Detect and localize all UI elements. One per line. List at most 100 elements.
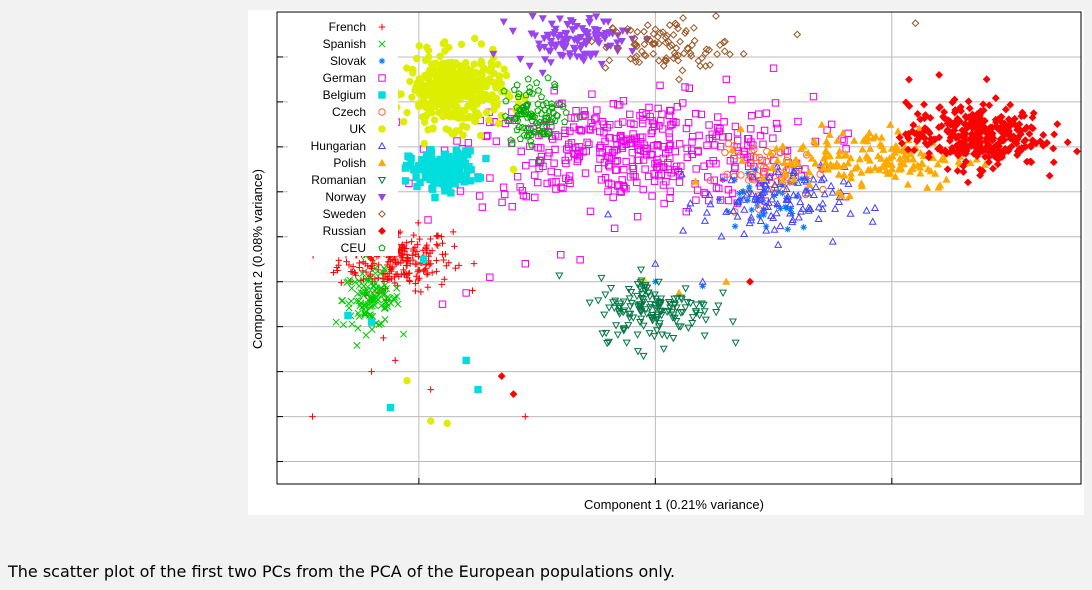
point-czech xyxy=(737,171,745,179)
point-uk xyxy=(403,108,411,117)
point-german xyxy=(499,183,508,191)
legend-label: French xyxy=(329,20,366,34)
point-spanish xyxy=(381,304,389,312)
point-norway xyxy=(585,15,594,23)
point-romanian xyxy=(728,318,738,326)
point-belgium xyxy=(463,166,472,174)
point-polish xyxy=(778,176,787,184)
point-polish xyxy=(838,128,847,137)
point-hungarian xyxy=(722,207,731,215)
point-hungarian xyxy=(818,199,827,207)
point-norway xyxy=(558,52,567,61)
point-romanian xyxy=(624,322,633,330)
point-romanian xyxy=(654,278,663,287)
point-norway xyxy=(613,39,622,47)
point-german xyxy=(645,172,653,181)
point-hungarian xyxy=(839,177,848,185)
point-hungarian xyxy=(604,210,613,218)
point-norway xyxy=(534,40,543,48)
point-german xyxy=(734,136,742,145)
point-polish xyxy=(894,127,903,135)
point-uk xyxy=(500,65,508,73)
point-hungarian xyxy=(740,229,749,238)
point-hungarian xyxy=(756,216,765,225)
point-ceu xyxy=(518,109,526,117)
point-french xyxy=(385,276,393,284)
point-german xyxy=(569,123,578,131)
point-german xyxy=(657,170,666,178)
point-romanian xyxy=(627,288,636,297)
point-romanian xyxy=(691,308,700,316)
point-french xyxy=(413,248,421,255)
point-slovak xyxy=(744,197,751,204)
point-belgium xyxy=(419,255,428,263)
point-russian xyxy=(973,137,982,145)
point-german xyxy=(772,119,781,128)
point-norway xyxy=(568,26,577,34)
point-sweden xyxy=(689,23,698,32)
point-belgium xyxy=(407,154,415,163)
point-ceu xyxy=(514,116,522,124)
point-polish xyxy=(766,148,775,156)
point-romanian xyxy=(603,339,612,348)
point-spanish xyxy=(354,324,362,332)
point-romanian xyxy=(641,306,650,314)
point-uk xyxy=(448,58,456,67)
point-german xyxy=(601,137,609,146)
point-romanian xyxy=(663,332,672,340)
point-german xyxy=(668,120,676,128)
point-french xyxy=(450,228,457,236)
point-polish xyxy=(871,163,880,171)
point-belgium xyxy=(410,166,418,174)
point-ceu xyxy=(555,100,564,108)
point-romanian xyxy=(657,312,666,320)
point-french xyxy=(469,287,476,294)
point-sweden xyxy=(676,37,684,46)
point-polish xyxy=(876,140,885,148)
point-russian xyxy=(497,372,506,381)
point-slovak xyxy=(737,195,745,203)
point-uk xyxy=(457,40,466,49)
point-romanian xyxy=(683,298,692,307)
point-hungarian xyxy=(783,192,792,200)
point-russian xyxy=(916,133,925,142)
point-russian xyxy=(984,158,993,167)
point-french xyxy=(455,262,463,269)
point-hungarian xyxy=(770,188,779,196)
point-german xyxy=(724,196,733,205)
point-german xyxy=(521,260,529,268)
point-german xyxy=(633,212,642,221)
point-polish xyxy=(758,174,768,182)
point-hungarian xyxy=(727,175,736,184)
point-uk xyxy=(433,91,442,99)
legend-label: Czech xyxy=(332,105,366,119)
point-german xyxy=(664,159,672,167)
point-romanian xyxy=(616,300,625,308)
point-romanian xyxy=(692,309,701,317)
point-german xyxy=(613,156,621,165)
point-german xyxy=(714,123,722,132)
point-spanish xyxy=(384,303,392,311)
point-russian xyxy=(953,166,962,175)
point-uk xyxy=(415,102,423,111)
point-romanian xyxy=(695,312,704,320)
point-ceu xyxy=(545,112,553,120)
point-german xyxy=(695,131,703,140)
point-german xyxy=(557,251,565,259)
point-norway xyxy=(554,34,563,42)
point-romanian xyxy=(699,301,708,310)
point-german xyxy=(650,122,659,130)
point-polish xyxy=(899,159,908,168)
point-norway xyxy=(593,38,602,46)
point-german xyxy=(677,162,685,170)
point-german xyxy=(701,190,710,198)
point-russian xyxy=(1027,123,1036,132)
legend-marker-hungarian xyxy=(377,141,387,150)
point-ceu xyxy=(534,106,542,114)
point-polish xyxy=(793,159,802,167)
point-sweden xyxy=(661,33,670,42)
point-german xyxy=(609,193,617,201)
point-german xyxy=(722,75,730,84)
point-sweden xyxy=(793,30,802,39)
point-french xyxy=(433,232,440,239)
